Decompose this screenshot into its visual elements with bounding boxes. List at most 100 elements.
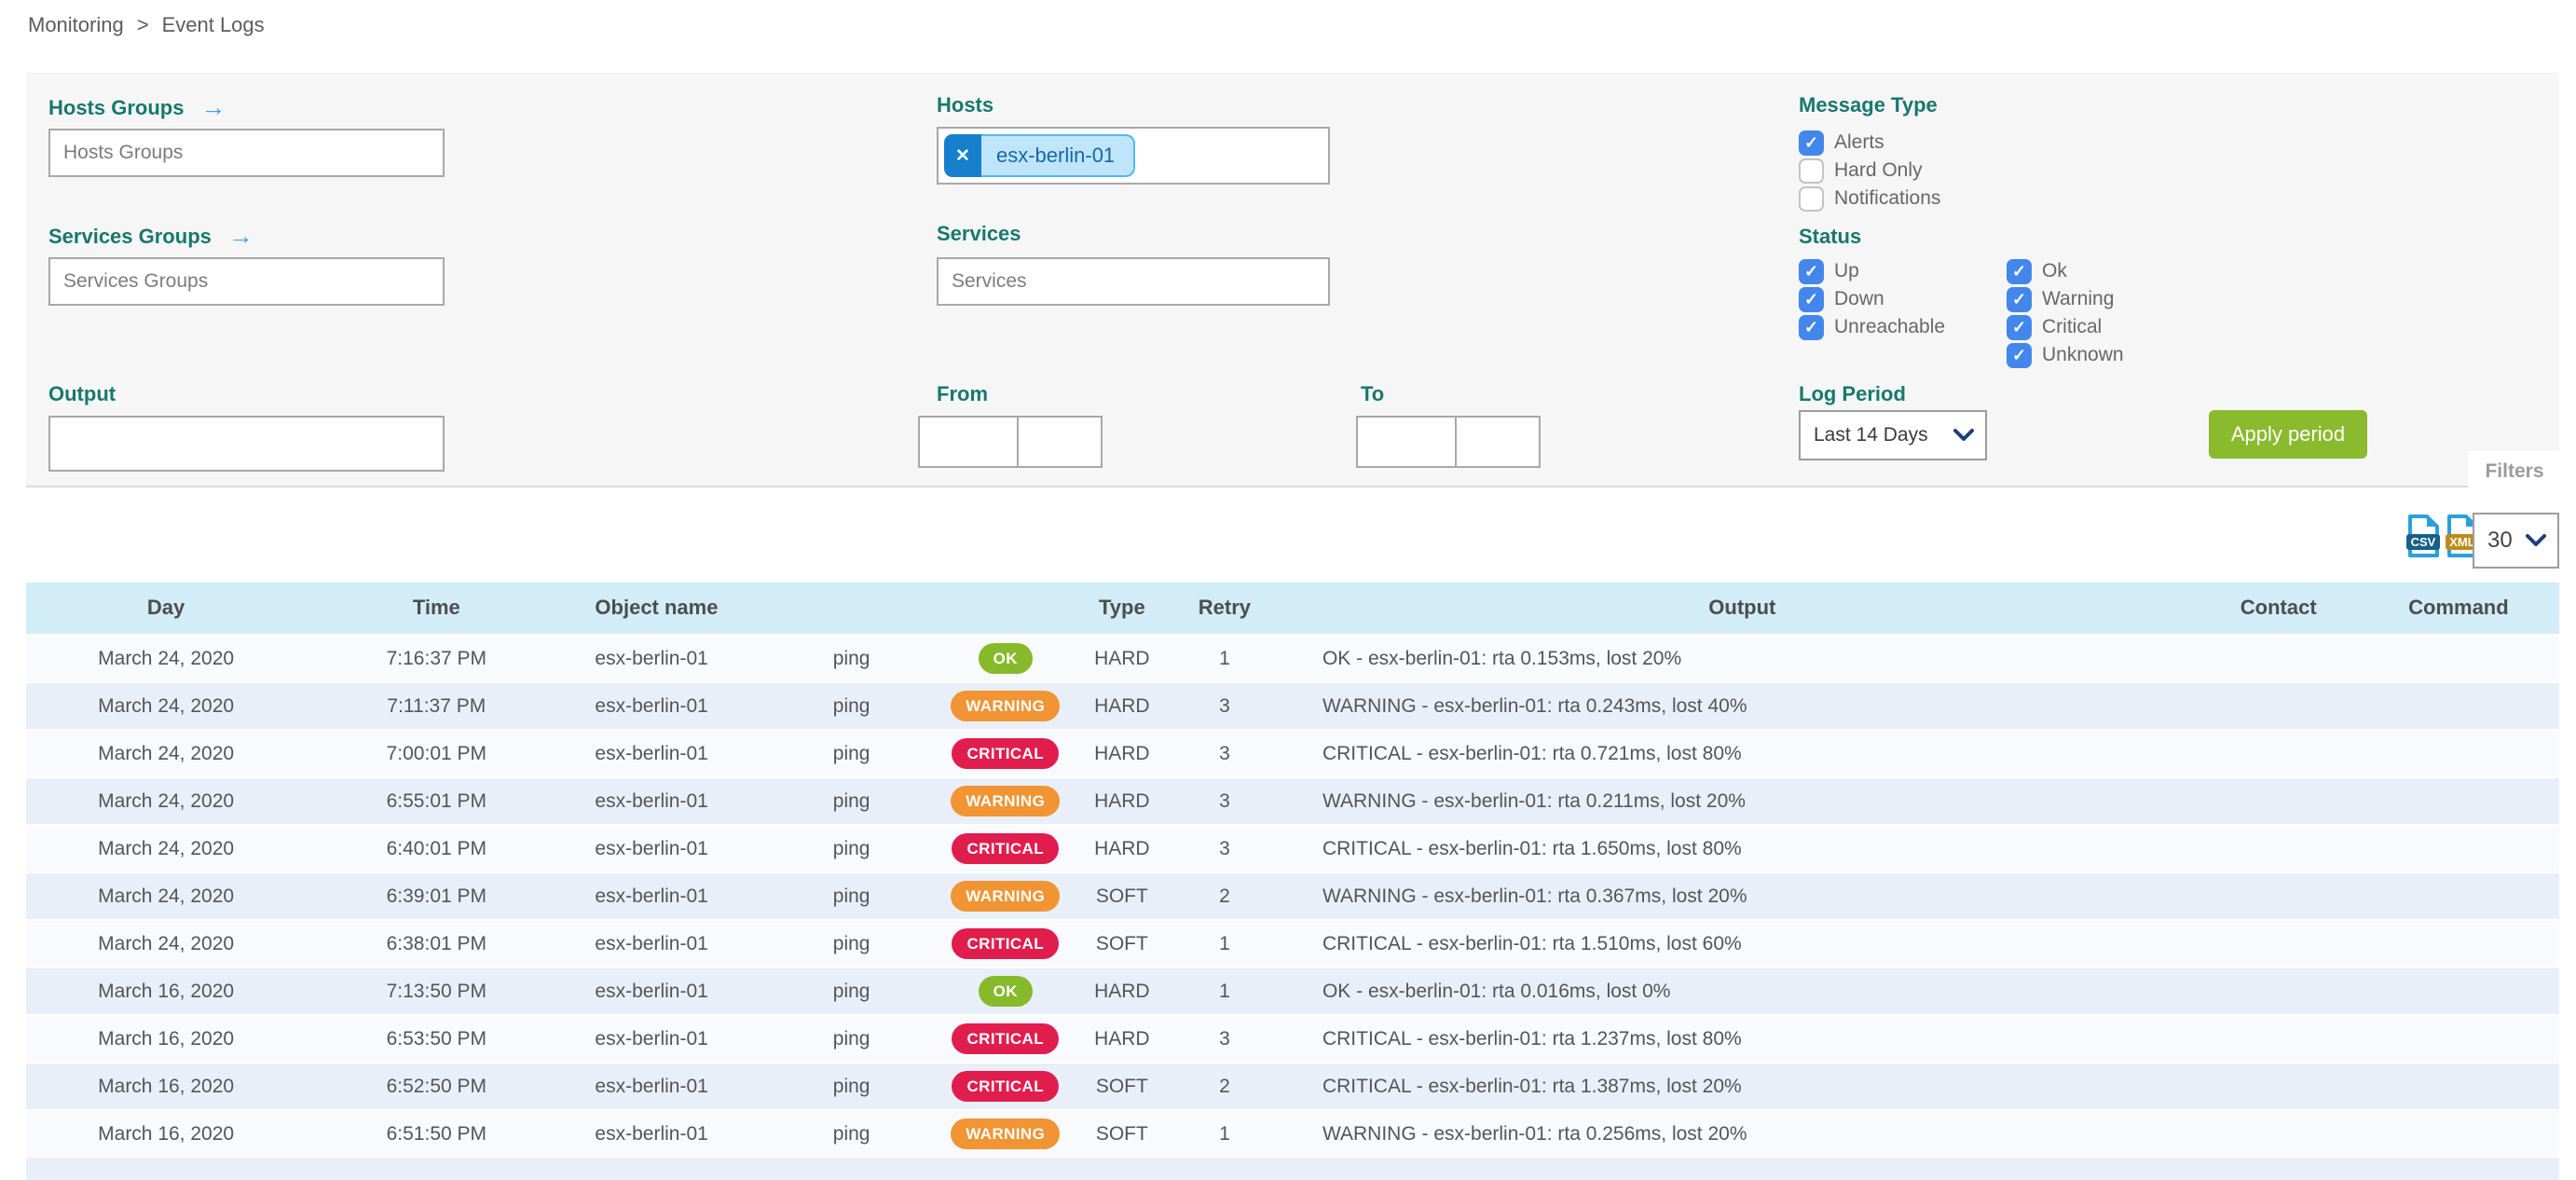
- cell-service: ping: [772, 1063, 931, 1111]
- export-csv-icon[interactable]: CSV: [2405, 514, 2441, 558]
- apply-period-button[interactable]: Apply period: [2209, 410, 2367, 459]
- status-badge: CRITICAL: [952, 738, 1060, 769]
- column-header-day[interactable]: Day: [26, 583, 307, 637]
- column-header-command[interactable]: Command: [2357, 583, 2559, 637]
- cell-time: 7:16:37 PM: [306, 635, 568, 683]
- checked-checkbox-icon[interactable]: ✓: [1799, 314, 1824, 340]
- filters-tab[interactable]: Filters: [2468, 451, 2561, 492]
- unchecked-checkbox-icon[interactable]: [1799, 185, 1824, 212]
- breadcrumb-item-monitoring[interactable]: Monitoring: [28, 13, 124, 36]
- output-filter-label: Output: [48, 382, 116, 406]
- cell-day: March 24, 2020: [26, 825, 307, 873]
- column-header-object-name[interactable]: Object name: [567, 583, 773, 637]
- cell-status: CRITICAL: [930, 920, 1080, 968]
- hosts-groups-input[interactable]: [48, 129, 445, 177]
- hosts-input[interactable]: ✕ esx-berlin-01: [937, 127, 1330, 185]
- services-input[interactable]: [937, 257, 1330, 306]
- cell-retry: 3: [1163, 682, 1285, 731]
- table-row: March 16, 2020 6:51:50 PM esx-berlin-01 pin…: [26, 1110, 2559, 1159]
- checkbox-label: Hard Only: [1834, 159, 1923, 181]
- cell-retry: 2: [1163, 1063, 1285, 1111]
- checked-checkbox-icon[interactable]: ✓: [2007, 258, 2032, 284]
- status-checklist-col2: ✓ Ok ✓ Warning ✓ Critical ✓ Unknown: [2007, 257, 2124, 369]
- table-row: March 24, 2020 6:38:01 PM esx-berlin-01 pin…: [26, 920, 2559, 968]
- services-groups-input[interactable]: [48, 257, 445, 306]
- from-time-input[interactable]: [1017, 416, 1103, 468]
- services-groups-goto-arrow-icon[interactable]: →: [227, 222, 253, 250]
- checkbox-unreachable[interactable]: ✓ Unreachable: [1799, 313, 1945, 341]
- message-type-checklist: ✓ Alerts Hard Only Notifications: [1799, 129, 1940, 213]
- hosts-groups-goto-arrow-icon[interactable]: →: [200, 93, 226, 121]
- hosts-groups-label: Hosts Groups →: [48, 93, 226, 122]
- selected-host-chip: ✕ esx-berlin-01: [944, 134, 1136, 177]
- to-date-input[interactable]: [1356, 416, 1457, 468]
- to-time-input[interactable]: [1455, 416, 1541, 468]
- checkbox-label: Unknown: [2042, 344, 2124, 365]
- log-period-label-text: Log Period: [1799, 382, 1906, 405]
- cell-service: ping: [772, 825, 931, 873]
- cell-service: ping: [772, 872, 931, 921]
- cell-object-name: esx-berlin-01: [567, 1110, 773, 1159]
- checkbox-up[interactable]: ✓ Up: [1799, 257, 1945, 285]
- cell-retry: 2: [1163, 872, 1285, 921]
- checked-checkbox-icon[interactable]: ✓: [2007, 314, 2032, 340]
- checkbox-notifications[interactable]: Notifications: [1799, 185, 1940, 213]
- page-size-value: 30: [2487, 528, 2513, 553]
- checkbox-down[interactable]: ✓ Down: [1799, 285, 1945, 313]
- column-header-contact[interactable]: Contact: [2199, 583, 2358, 637]
- cell-day: March 24, 2020: [26, 920, 307, 968]
- log-period-select[interactable]: Last 14 Days: [1799, 410, 1987, 460]
- page-size-select[interactable]: 30: [2473, 513, 2559, 569]
- cell-command: [2357, 1015, 2559, 1063]
- cell-service: ping: [772, 777, 931, 826]
- checkbox-alerts[interactable]: ✓ Alerts: [1799, 129, 1940, 157]
- checked-checkbox-icon[interactable]: ✓: [2007, 342, 2032, 368]
- status-badge: OK: [978, 976, 1033, 1007]
- cell-output: CRITICAL - esx-berlin-01: rta 1.650ms, l…: [1284, 825, 2199, 873]
- column-header-time[interactable]: Time: [306, 583, 568, 637]
- unchecked-checkbox-icon[interactable]: [1799, 158, 1824, 184]
- status-label: Status: [1799, 225, 1861, 249]
- export-xml-icon[interactable]: XML: [2445, 514, 2480, 558]
- cell-retry: 3: [1163, 1015, 1285, 1063]
- cell-service: ping: [772, 730, 931, 778]
- checkbox-label: Critical: [2042, 316, 2103, 337]
- checkbox-warning[interactable]: ✓ Warning: [2007, 285, 2124, 313]
- checkbox-unknown[interactable]: ✓ Unknown: [2007, 341, 2124, 369]
- checkbox-hard-only[interactable]: Hard Only: [1799, 157, 1940, 185]
- checked-checkbox-icon[interactable]: ✓: [2007, 286, 2032, 312]
- cell-command: [2357, 1110, 2559, 1159]
- checkbox-critical[interactable]: ✓ Critical: [2007, 313, 2124, 341]
- cell-service: ping: [772, 967, 931, 1016]
- column-header-output[interactable]: Output: [1284, 583, 2199, 637]
- cell-status: WARNING: [930, 1110, 1080, 1159]
- to-label: To: [1361, 382, 1384, 406]
- cell-command: [2357, 967, 2559, 1016]
- table-row: March 24, 2020 6:39:01 PM esx-berlin-01 pin…: [26, 872, 2559, 921]
- checked-checkbox-icon[interactable]: ✓: [1799, 258, 1824, 284]
- checked-checkbox-icon[interactable]: ✓: [1799, 286, 1824, 312]
- checked-checkbox-icon[interactable]: ✓: [1799, 130, 1824, 156]
- cell-service: ping: [772, 1110, 931, 1159]
- hosts-label: Hosts: [937, 93, 993, 117]
- cell-time: 7:00:01 PM: [306, 730, 568, 778]
- checkbox-ok[interactable]: ✓ Ok: [2007, 257, 2124, 285]
- table-row: March 16, 2020 7:13:50 PM esx-berlin-01 pin…: [26, 967, 2559, 1016]
- hosts-label-text: Hosts: [937, 93, 994, 117]
- remove-host-icon[interactable]: ✕: [944, 134, 981, 177]
- status-label-text: Status: [1799, 225, 1862, 248]
- cell-time: 6:51:50 PM: [306, 1110, 568, 1159]
- checkbox-label: Unreachable: [1834, 316, 1946, 337]
- cell-service: ping: [772, 635, 931, 683]
- output-filter-label-text: Output: [48, 382, 116, 405]
- status-badge: OK: [978, 643, 1033, 675]
- table-row: March 24, 2020 6:55:01 PM esx-berlin-01 pin…: [26, 777, 2559, 826]
- cell-time: 6:53:50 PM: [306, 1015, 568, 1063]
- cell-contact: [2199, 682, 2358, 731]
- column-header-type[interactable]: Type: [1079, 583, 1164, 637]
- column-header-retry[interactable]: Retry: [1163, 583, 1285, 637]
- to-label-text: To: [1361, 382, 1385, 405]
- cell-contact: [2199, 967, 2358, 1016]
- from-date-input[interactable]: [918, 416, 1019, 468]
- output-filter-input[interactable]: [48, 416, 445, 472]
